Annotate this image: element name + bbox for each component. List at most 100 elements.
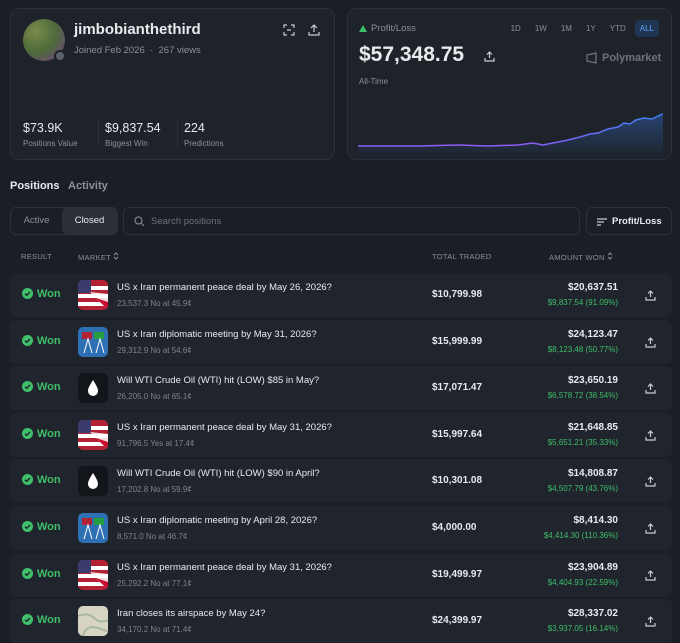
market-icon: [78, 326, 108, 357]
gain: $5,651.21 (35.33%): [547, 437, 618, 447]
result-label: Won: [37, 614, 61, 627]
scan-button[interactable]: [283, 24, 295, 36]
share-button[interactable]: [645, 521, 656, 539]
total-traded: $15,997.64: [432, 428, 483, 440]
column-header[interactable]: TOTAL TRADED: [432, 252, 492, 261]
check-icon: [22, 521, 33, 532]
market-title[interactable]: Will WTI Crude Oil (WTI) hit (LOW) $90 i…: [117, 468, 320, 480]
market-icon: [78, 280, 108, 310]
market-icon: [78, 559, 108, 590]
result-label: Won: [37, 474, 61, 487]
amount-won: $24,123.47: [567, 328, 618, 340]
market-title[interactable]: US x Iran diplomatic meeting by April 28…: [117, 515, 318, 526]
result: Won: [22, 288, 61, 300]
stat-divider: [177, 121, 178, 147]
range-button[interactable]: 1M: [560, 24, 572, 33]
market-title[interactable]: Iran closes its airspace by May 24?: [117, 608, 266, 620]
result: Won: [22, 474, 61, 486]
share-button[interactable]: [645, 381, 656, 399]
sort-arrows: [113, 252, 119, 260]
amount-won: $8,414.30: [573, 515, 619, 526]
stat-value: $9,837.54: [105, 121, 161, 135]
pnl-label: Profit/Loss: [371, 23, 416, 34]
share-button[interactable]: [645, 335, 656, 353]
up-icon: [359, 25, 367, 32]
position-row[interactable]: Won Will WTI Crude Oil (WTI) hit (LOW) $9…: [10, 459, 672, 504]
tab[interactable]: Positions: [10, 180, 60, 192]
sort-button[interactable]: Profit/Loss: [586, 207, 672, 235]
brand-logo: [586, 52, 597, 64]
result: Won: [22, 427, 61, 440]
range-button[interactable]: 1Y: [585, 24, 596, 33]
stat-label: Positions Value: [23, 139, 78, 148]
position-detail: 29,312.9 No at 54.6¢: [117, 345, 192, 355]
share-pnl-button[interactable]: [484, 51, 495, 62]
gain: $8,123.48 (50.77%): [547, 344, 618, 354]
check-icon: [22, 288, 33, 299]
position-detail: 26,205.0 No at 65.1¢: [117, 392, 192, 402]
stat-value: $73.9K: [23, 121, 63, 135]
filter-button[interactable]: Closed: [62, 208, 117, 234]
sort-arrows: [607, 252, 613, 260]
market-title[interactable]: US x Iran diplomatic meeting by May 31, …: [117, 328, 317, 340]
stat-value: 224: [184, 121, 205, 135]
amount-won: $23,650.19: [567, 375, 618, 387]
column-header: RESULT: [21, 252, 52, 261]
position-row[interactable]: Won Will WTI Crude Oil (WTI) hit (LOW) $8…: [10, 366, 672, 411]
column-header[interactable]: MARKET: [78, 252, 119, 262]
result: Won: [22, 567, 61, 580]
position-row[interactable]: Won US x Iran permanent peace deal by May…: [10, 412, 672, 457]
range-button[interactable]: YTD: [609, 24, 626, 33]
market-title[interactable]: US x Iran permanent peace deal by May 31…: [117, 421, 332, 433]
result-label: Won: [37, 521, 61, 533]
amount-won: $20,637.51: [567, 282, 618, 293]
search-box[interactable]: Search positions: [123, 207, 580, 235]
check-icon: [22, 567, 33, 579]
joined-date: Joined Feb 2026: [74, 45, 145, 56]
amount-won: $14,808.87: [567, 468, 618, 480]
pnl-card: Profit/Loss 1D 1W 1M 1Y YTD ALL $57,348.75 Po…: [347, 8, 672, 160]
share-button[interactable]: [645, 474, 656, 492]
position-row[interactable]: Won US x Iran permanent peace deal by May…: [10, 273, 672, 317]
column-header[interactable]: AMOUNT WON: [549, 252, 613, 262]
position-row[interactable]: Won US x Iran diplomatic meeting by May 3…: [10, 319, 672, 364]
position-detail: 91,796.5 Yes at 17.4¢: [117, 438, 195, 448]
share-profile-button[interactable]: [308, 24, 320, 36]
result-label: Won: [37, 427, 61, 440]
result: Won: [22, 521, 61, 533]
range-button[interactable]: 1W: [534, 24, 547, 33]
check-icon: [22, 334, 33, 346]
range-button[interactable]: ALL: [634, 20, 659, 37]
check-icon: [22, 381, 33, 393]
share-button[interactable]: [645, 428, 656, 446]
position-detail: 34,170.2 No at 71.4¢: [117, 625, 192, 635]
market-title[interactable]: US x Iran permanent peace deal by May 31…: [117, 561, 332, 573]
joined: Joined Feb 2026 · 267 views: [74, 45, 201, 56]
position-row[interactable]: Won Iran closes its airspace by May 24? 34…: [10, 599, 672, 643]
gain: $4,414.30 (110.36%): [543, 531, 618, 540]
stat-label: Biggest Win: [105, 139, 148, 148]
market-title[interactable]: US x Iran permanent peace deal by May 26…: [117, 282, 332, 293]
check-icon: [22, 427, 33, 439]
check-icon: [22, 614, 33, 626]
tab[interactable]: Activity: [68, 180, 108, 192]
range-button[interactable]: 1D: [510, 24, 521, 33]
share-button[interactable]: [645, 568, 656, 586]
gain: $9,837.54 (91.09%): [547, 298, 618, 307]
views: 267 views: [158, 45, 201, 56]
gain: $6,578.72 (38.54%): [547, 391, 618, 401]
market-icon: [78, 606, 108, 637]
result-label: Won: [37, 381, 61, 394]
share-button[interactable]: [645, 614, 656, 632]
position-detail: 23,537.3 No at 45.9¢: [117, 299, 192, 308]
position-row[interactable]: Won US x Iran diplomatic meeting by April…: [10, 506, 672, 550]
filter-button[interactable]: Active: [23, 215, 50, 226]
profile-card: jimbobianthethird Joined Feb 2026 · 267 …: [10, 8, 335, 160]
stat-label: Predictions: [184, 139, 224, 148]
brand: Polymarket: [602, 52, 662, 64]
position-row[interactable]: Won US x Iran permanent peace deal by May…: [10, 552, 672, 597]
period: All-Time: [359, 77, 389, 86]
market-title[interactable]: Will WTI Crude Oil (WTI) hit (LOW) $85 i…: [117, 375, 320, 387]
share-button[interactable]: [645, 288, 656, 306]
